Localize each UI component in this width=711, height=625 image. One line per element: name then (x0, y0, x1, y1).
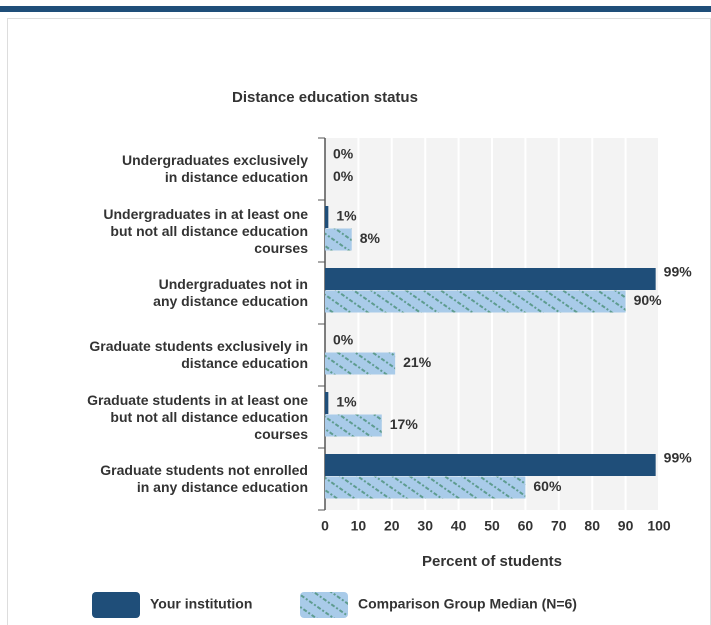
value-label: 8% (360, 230, 381, 246)
value-label: 99% (664, 264, 693, 280)
y-tick-label: Graduate students exclusively in distanc… (89, 338, 308, 371)
bar (325, 228, 352, 251)
bar (325, 290, 626, 313)
bar (325, 268, 656, 290)
legend-swatch (300, 592, 348, 618)
y-tick-label: Graduate students not enrolled in any di… (100, 462, 308, 495)
value-label: 0% (333, 146, 354, 162)
value-label: 0% (333, 168, 354, 184)
legend-label: Your institution (150, 596, 252, 612)
x-tick-label: 40 (451, 518, 467, 534)
x-tick-label: 80 (584, 518, 600, 534)
legend-label: Comparison Group Median (N=6) (358, 596, 577, 612)
y-tick-label: Undergraduates not in any distance educa… (153, 276, 308, 309)
y-tick-label: Undergraduates in at least one but not a… (103, 205, 308, 256)
value-label: 21% (403, 354, 432, 370)
value-label: 99% (664, 450, 693, 466)
bar (325, 476, 526, 499)
x-tick-label: 70 (551, 518, 567, 534)
value-label: 1% (336, 394, 357, 410)
value-label: 1% (336, 208, 357, 224)
x-tick-label: 30 (417, 518, 433, 534)
x-tick-label: 20 (384, 518, 400, 534)
legend-swatch (92, 592, 140, 618)
x-tick-label: 100 (647, 518, 671, 534)
x-tick-label: 10 (351, 518, 367, 534)
x-tick-label: 90 (618, 518, 634, 534)
value-label: 0% (333, 332, 354, 348)
chart-title: Distance education status (232, 89, 418, 106)
x-axis-label: Percent of students (422, 553, 562, 570)
bar (325, 206, 329, 228)
bar (325, 414, 382, 437)
x-tick-label: 50 (484, 518, 500, 534)
bar (325, 352, 396, 375)
x-tick-label: 0 (321, 518, 329, 534)
value-label: 60% (533, 478, 562, 494)
value-label: 90% (634, 292, 663, 308)
bar (325, 392, 329, 414)
top-bar (0, 6, 711, 12)
value-label: 17% (390, 416, 419, 432)
bar (325, 454, 656, 476)
x-tick-label: 60 (518, 518, 534, 534)
y-tick-label: Graduate students in at least one but no… (87, 391, 308, 442)
y-tick-label: Undergraduates exclusively in distance e… (122, 152, 308, 185)
